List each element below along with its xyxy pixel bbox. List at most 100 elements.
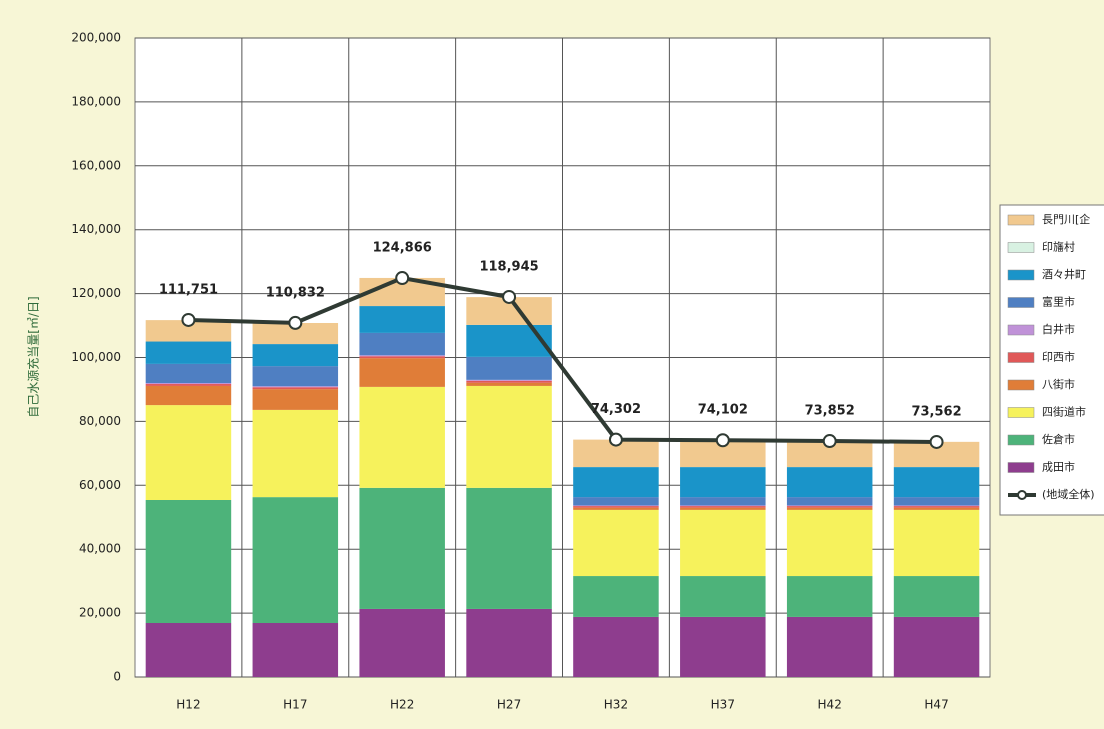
bar-segment [359,356,445,359]
data-label: 74,302 [591,402,641,417]
legend-label: 四街道市 [1042,405,1086,419]
legend-label: 佐倉市 [1042,432,1075,446]
data-label: 124,866 [373,241,432,256]
bar-segment [573,506,659,508]
bar-segment [573,505,659,507]
y-tick-label: 20,000 [79,606,121,620]
bar-segment [466,380,552,383]
bar-segment [680,507,766,510]
bar-segment [680,506,766,508]
bar-segment [252,386,339,388]
bar-segment [252,387,339,390]
bar-segment [466,382,552,386]
y-tick-label: 120,000 [71,286,121,300]
bar-segment [252,623,339,677]
legend-swatch [1007,269,1035,281]
y-tick-label: 40,000 [79,542,121,556]
x-tick-label: H32 [604,698,628,712]
bar-segment [680,497,766,506]
legend-label: 成田市 [1042,460,1075,474]
bar-segment [252,389,339,410]
legend-marker [1017,490,1027,500]
data-label: 111,751 [159,282,218,297]
bar-segment [252,409,339,498]
legend-swatch [1007,297,1035,308]
y-tick-label: 60,000 [79,478,121,492]
bar-segment [786,467,873,498]
bar-segment [359,355,445,357]
y-tick-label: 200,000 [71,31,121,45]
legend-swatch [1007,407,1035,418]
bar-segment [359,608,445,677]
bar-segment [145,320,232,342]
bar-segment [145,383,232,385]
bar-segment [145,623,232,677]
x-tick-label: H22 [390,698,414,712]
bar-segment [466,385,552,488]
y-tick-label: 140,000 [71,222,121,236]
bar-segment [786,497,873,506]
total-point [502,289,517,304]
data-label: 73,852 [805,404,855,419]
data-label: 73,562 [911,404,961,419]
legend-label: (地域全体) [1042,487,1095,501]
bar-segment [680,467,766,498]
bar-segment [252,497,339,624]
bar-segment [680,509,766,577]
bar-segment [893,576,980,617]
total-point [929,434,944,449]
bar-segment [252,322,339,345]
y-axis-label: 自己水源充当量[㎥/日] [26,296,41,417]
bar-segment [680,616,766,677]
bar-segment [466,379,552,381]
legend-swatch [1007,242,1035,253]
legend-label: 印西市 [1042,350,1075,364]
bar-segment [573,616,659,677]
bar-segment [466,356,552,380]
bar-segment [466,324,552,357]
bar-segment [466,487,552,609]
legend-label: 印旛村 [1042,240,1075,254]
bar-segment [466,608,552,677]
bar-segment [145,499,232,624]
x-tick-label: H27 [497,698,521,712]
bar-segment [573,576,659,617]
total-point [288,315,303,330]
bar-segment [893,505,980,507]
data-label: 118,945 [479,259,538,274]
legend-swatch [1007,352,1035,363]
total-point [608,432,623,447]
legend-swatch [1007,462,1035,473]
legend-swatch [1007,379,1035,391]
x-tick-label: H17 [283,698,307,712]
bar-segment [786,576,873,617]
bar-segment [252,344,339,367]
y-tick-label: 180,000 [71,94,121,108]
bar-segment [786,509,873,577]
x-tick-label: H47 [924,698,948,712]
bar-segment [359,487,445,609]
total-point [181,312,196,327]
total-point [715,433,730,448]
bar-segment [145,385,232,406]
total-point [395,271,410,286]
legend-label: 白井市 [1042,322,1075,336]
bar-segment [893,616,980,677]
bar-segment [893,507,980,510]
bar-segment [359,332,445,356]
legend-label: 酒々井町 [1042,267,1086,281]
bar-segment [252,366,339,387]
bar-segment [145,363,232,384]
bar-segment [893,467,980,498]
x-tick-label: H37 [711,698,735,712]
bar-segment [573,497,659,506]
bar-segment [786,505,873,507]
bar-segment [573,509,659,577]
legend-label: 八街市 [1042,377,1075,391]
bar-segment [359,306,445,333]
total-point [822,434,837,449]
data-label: 110,832 [266,285,325,300]
bar-segment [573,507,659,510]
x-tick-label: H42 [818,698,842,712]
